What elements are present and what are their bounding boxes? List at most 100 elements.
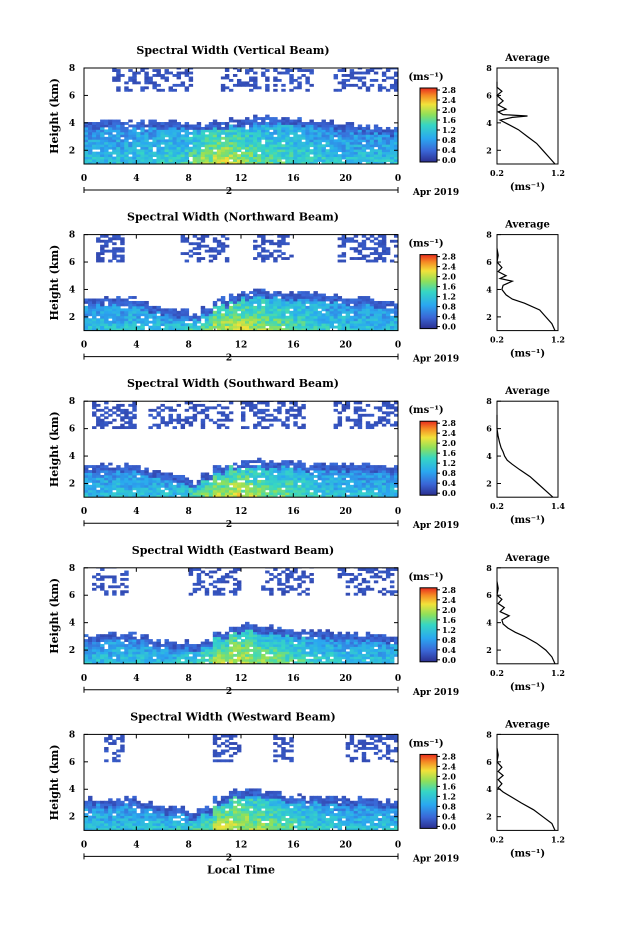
heatmap-cell	[245, 482, 250, 486]
heatmap-cell	[216, 568, 222, 571]
heatmap-cell	[253, 494, 258, 498]
heatmap-cell	[184, 325, 190, 329]
heatmap-cell	[120, 237, 125, 241]
heatmap-cell	[293, 151, 298, 155]
heatmap-cell	[120, 577, 125, 581]
heatmap-cell	[128, 325, 133, 329]
heatmap-cell	[373, 484, 379, 488]
heatmap-cell	[128, 467, 133, 471]
heatmap-cell	[317, 323, 322, 327]
heatmap-cell	[104, 477, 109, 481]
heatmap-cell	[377, 472, 383, 476]
heatmap-cell	[168, 308, 173, 312]
heatmap-cell	[112, 78, 117, 82]
heatmap-cell	[96, 482, 101, 486]
heatmap-cell	[120, 257, 125, 260]
heatmap-cell	[361, 320, 367, 324]
heatmap-cell	[120, 126, 125, 130]
heatmap-cell	[297, 328, 302, 331]
panel-4: Spectral Width (Eastward Beam)2468Height…	[48, 544, 565, 698]
heatmap-cell	[136, 494, 141, 498]
heatmap-cell	[357, 300, 363, 304]
heatmap-cell	[224, 406, 230, 410]
heatmap-cell	[108, 249, 113, 253]
heatmap-cell	[241, 313, 246, 317]
heatmap-cell	[168, 489, 173, 493]
heatmap-cell	[285, 69, 290, 72]
heatmap-cell	[184, 71, 190, 75]
heatmap-cell	[156, 136, 161, 140]
heatmap-cell	[261, 159, 266, 162]
heatmap-cell	[204, 129, 210, 133]
heatmap-cell	[377, 474, 383, 478]
heatmap-cell	[104, 487, 109, 491]
heatmap-cell	[297, 83, 302, 87]
heatmap-cell	[245, 624, 250, 628]
heatmap-cell	[245, 296, 250, 299]
heatmap-cell	[120, 239, 125, 243]
heatmap-cell	[124, 462, 129, 466]
heatmap-cell	[381, 465, 387, 468]
heatmap-cell	[120, 634, 125, 638]
heatmap-cell	[236, 136, 242, 140]
heatmap-cell	[212, 122, 218, 125]
heatmap-cell	[232, 310, 238, 314]
heatmap-cell	[104, 154, 109, 157]
heatmap-cell	[377, 408, 383, 412]
heatmap-cell	[369, 247, 375, 251]
heatmap-cell	[377, 320, 383, 324]
heatmap-cell	[188, 76, 194, 80]
x-tick-label: 16	[287, 174, 300, 184]
colorbar-tick-label: 2.8	[442, 252, 456, 262]
heatmap-cell	[212, 139, 218, 143]
heatmap-cell	[353, 159, 359, 162]
heatmap-cell	[345, 146, 351, 150]
heatmap-cell	[228, 156, 234, 160]
heatmap-cell	[309, 487, 314, 491]
heatmap-cell	[261, 288, 266, 292]
heatmap-cell	[305, 487, 310, 491]
heatmap-cell	[148, 129, 153, 133]
heatmap-cell	[265, 482, 270, 486]
heatmap-cell	[168, 653, 173, 657]
heatmap-cell	[188, 661, 194, 664]
heatmap-cell	[285, 134, 290, 138]
heatmap-cell	[160, 74, 165, 77]
heatmap-cell	[393, 313, 398, 317]
heatmap-cell	[281, 470, 286, 473]
heatmap-cell	[184, 141, 190, 145]
heatmap-cell	[385, 487, 391, 491]
heatmap-cell	[108, 129, 113, 133]
heatmap-cell	[192, 151, 198, 155]
heatmap-cell	[309, 492, 314, 496]
heatmap-cell	[140, 474, 145, 478]
heatmap-cell	[156, 122, 161, 125]
heatmap-cell	[208, 484, 214, 488]
colorbar-tick-label: 0.8	[442, 135, 456, 145]
heatmap-cell	[192, 136, 198, 140]
heatmap-cell	[293, 474, 298, 478]
heatmap-cell	[228, 305, 234, 309]
heatmap-cell	[357, 124, 363, 128]
heatmap-cell	[176, 658, 182, 662]
heatmap-cell	[180, 234, 186, 238]
heatmap-cell	[224, 313, 230, 317]
heatmap-cell	[120, 310, 125, 314]
heatmap-cell	[285, 479, 290, 483]
heatmap-cell	[337, 139, 343, 143]
heatmap-cell	[337, 418, 343, 422]
heatmap-cell	[265, 139, 270, 143]
heatmap-cell	[285, 423, 290, 427]
heatmap-cell	[389, 467, 395, 471]
heatmap-cell	[152, 661, 157, 664]
heatmap-cell	[188, 573, 194, 576]
heatmap-cell	[212, 320, 218, 324]
heatmap-cell	[176, 484, 182, 488]
heatmap-cell	[357, 303, 363, 307]
heatmap-cell	[341, 323, 347, 327]
heatmap-cell	[309, 129, 314, 133]
heatmap-cell	[301, 482, 306, 486]
heatmap-cell	[289, 487, 294, 491]
heatmap-cell	[104, 323, 109, 327]
heatmap-cell	[104, 129, 109, 133]
